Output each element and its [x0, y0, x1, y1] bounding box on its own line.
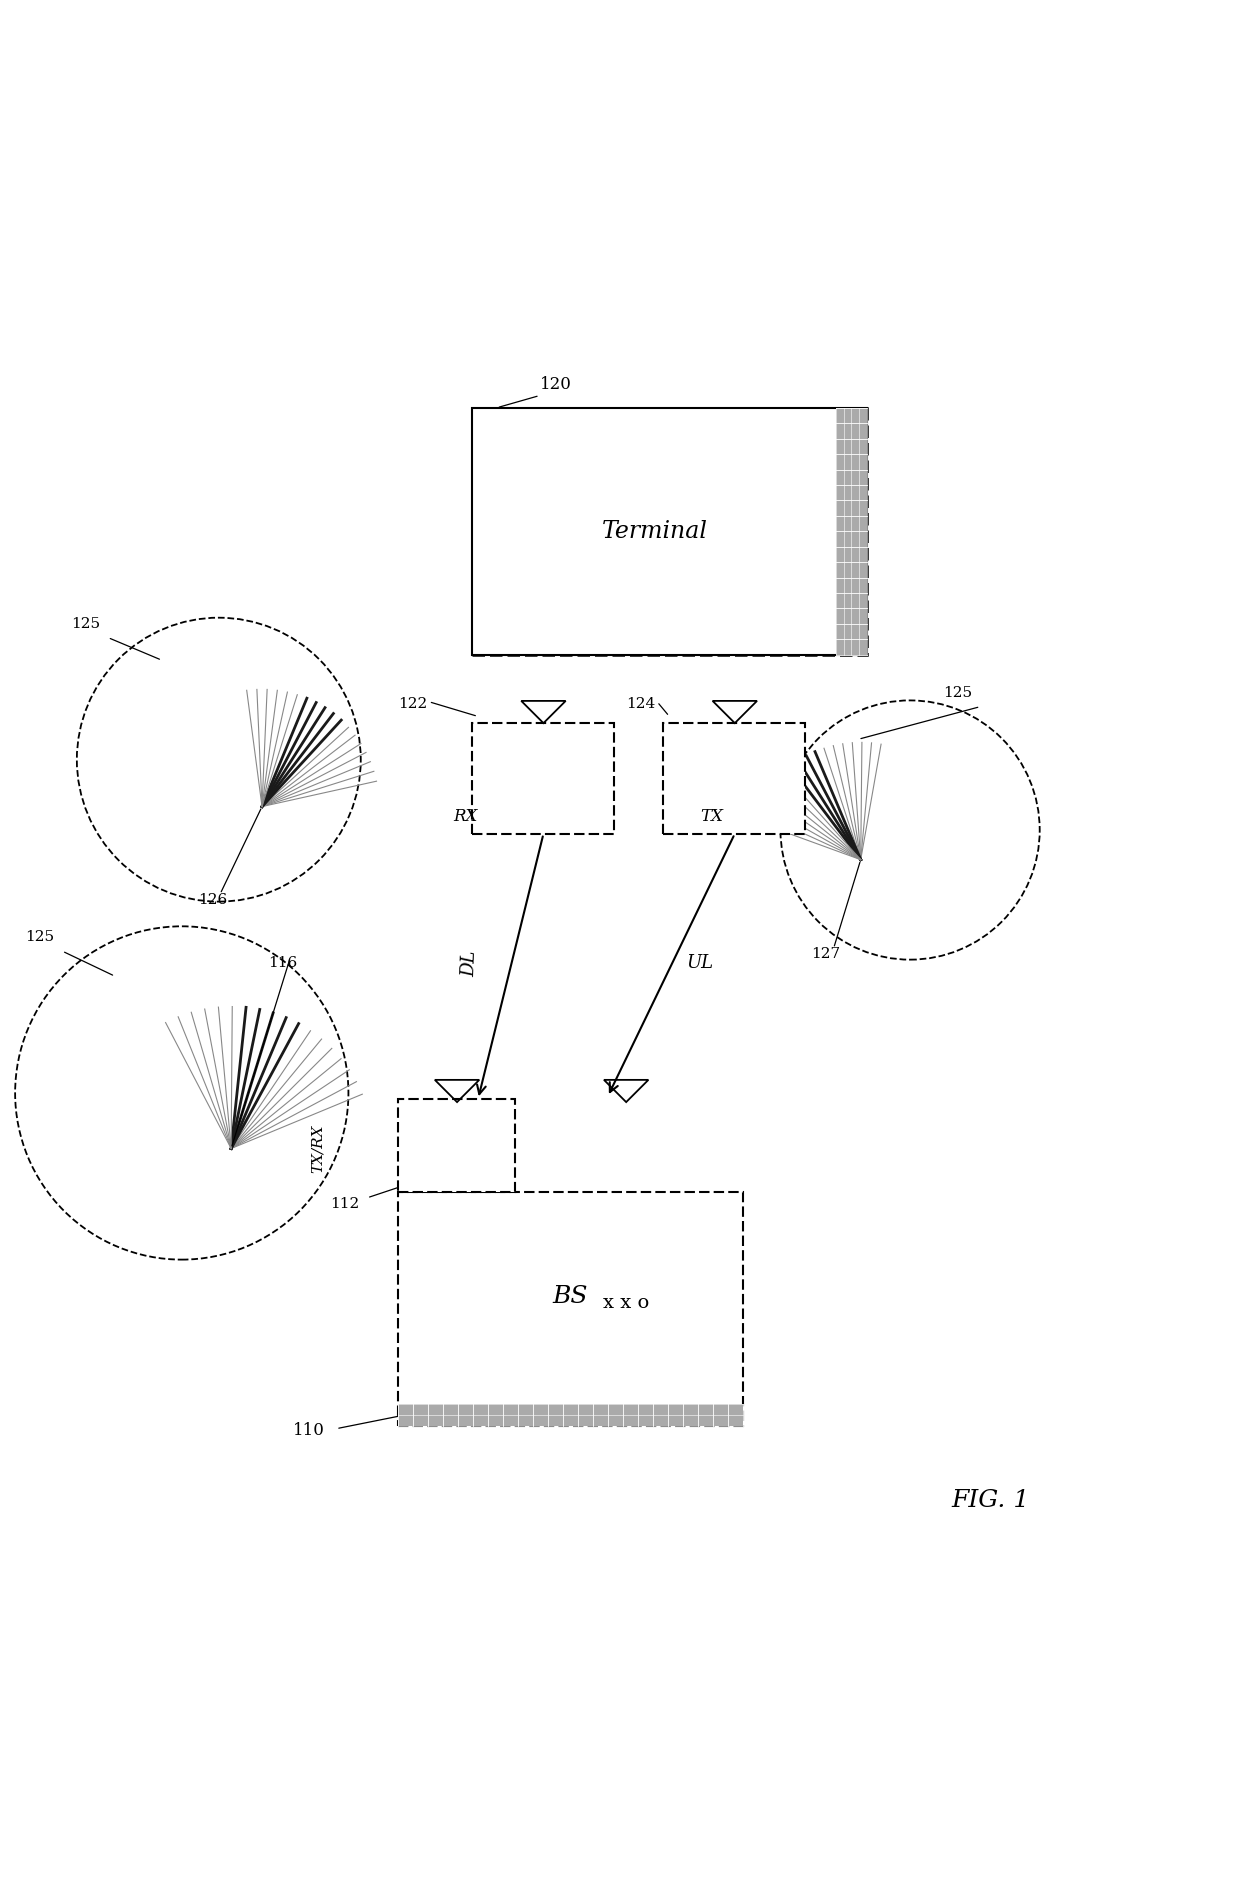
- Text: Terminal: Terminal: [601, 519, 708, 542]
- Bar: [472, 407, 867, 654]
- Bar: [472, 407, 867, 654]
- Bar: [472, 723, 614, 833]
- Text: 125: 125: [944, 687, 972, 700]
- Bar: [398, 1193, 744, 1426]
- Text: 126: 126: [198, 894, 227, 907]
- Bar: [663, 723, 805, 833]
- Text: 125: 125: [25, 930, 55, 943]
- Text: BS: BS: [553, 1286, 588, 1309]
- Text: 112: 112: [330, 1196, 360, 1212]
- Text: 120: 120: [539, 377, 572, 394]
- Text: TX: TX: [701, 808, 723, 825]
- Text: 124: 124: [626, 696, 656, 711]
- Text: 125: 125: [71, 616, 99, 631]
- Text: 110: 110: [293, 1423, 325, 1440]
- Text: RX: RX: [454, 808, 477, 825]
- Bar: [398, 1404, 744, 1426]
- Bar: [398, 1099, 515, 1193]
- Text: TX/RX: TX/RX: [310, 1124, 325, 1174]
- Text: 122: 122: [398, 696, 427, 711]
- Text: DL: DL: [460, 949, 479, 978]
- Text: x x o: x x o: [603, 1293, 650, 1312]
- Bar: [836, 407, 867, 654]
- Text: FIG. 1: FIG. 1: [951, 1489, 1029, 1512]
- Text: 116: 116: [268, 957, 298, 970]
- Text: 127: 127: [811, 947, 841, 961]
- Text: UL: UL: [687, 955, 714, 972]
